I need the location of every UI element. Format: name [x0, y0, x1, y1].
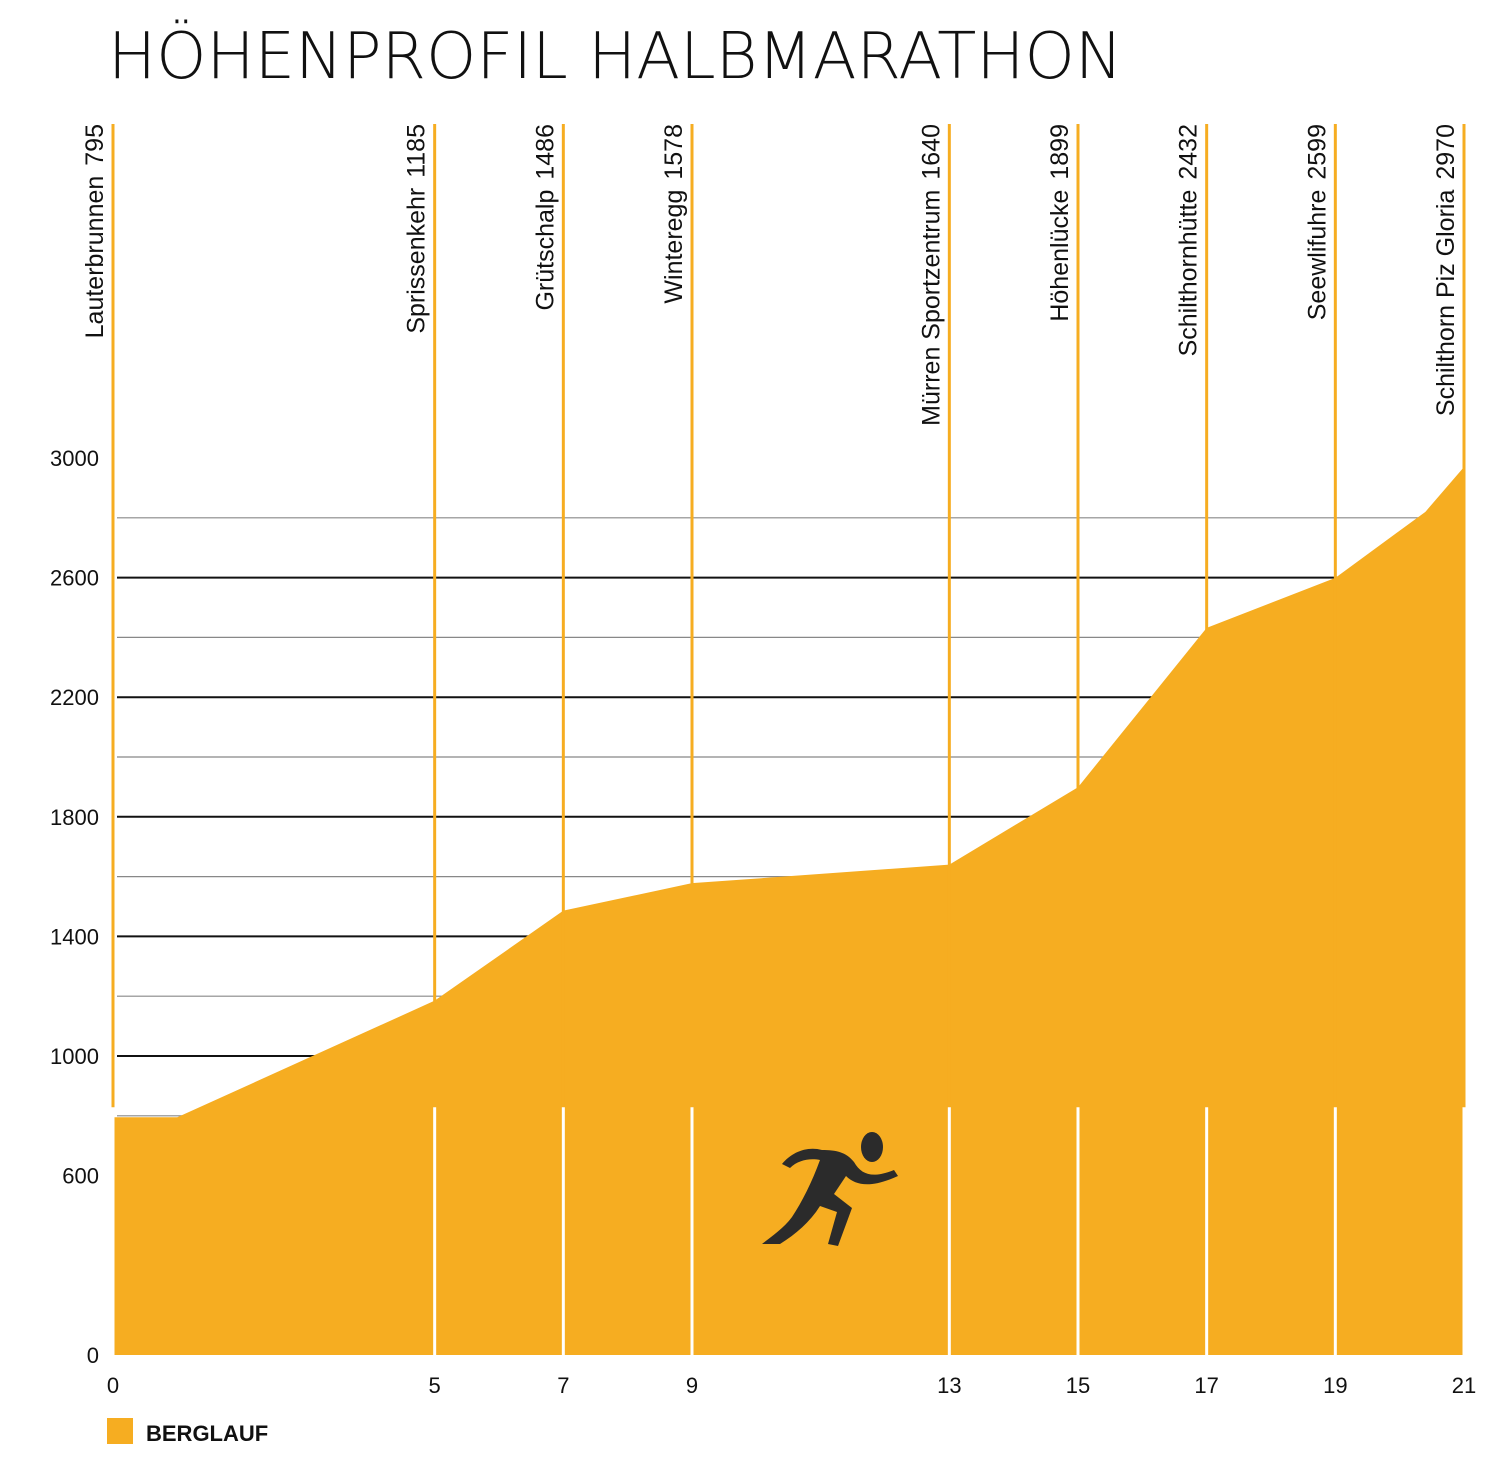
station-name: Höhenlücke	[1046, 190, 1074, 322]
station-label: Seewlifuhre 2599	[1303, 124, 1331, 320]
station-name: Seewlifuhre	[1303, 190, 1331, 321]
y-tick-label: 3000	[50, 446, 99, 471]
station-elevation: 2970	[1432, 124, 1460, 180]
elevation-area-series	[113, 466, 1464, 1356]
y-tick-label: 1000	[50, 1044, 99, 1069]
station-name: Winteregg	[660, 190, 688, 304]
station-name: Grütschalp	[531, 190, 559, 311]
y-tick-label: 1800	[50, 805, 99, 830]
x-tick-label: 19	[1323, 1373, 1347, 1398]
station-name: Sprissenkehr	[403, 188, 431, 334]
station-label: Winteregg 1578	[660, 124, 688, 304]
station-label: Mürren Sportzentrum 1640	[917, 124, 945, 426]
station-elevation: 2599	[1303, 124, 1331, 180]
station-name: Lauterbrunnen	[81, 176, 109, 339]
station-name: Schilthorn Piz Gloria	[1432, 190, 1460, 417]
y-tick-label: 0	[87, 1343, 99, 1368]
x-tick-label: 17	[1194, 1373, 1218, 1398]
y-tick-label: 2200	[50, 685, 99, 710]
station-label: Grütschalp 1486	[531, 124, 559, 311]
station-label: Schilthorn Piz Gloria 2970	[1432, 124, 1460, 416]
chart-title: HÖHENPROFIL HALBMARATHON	[108, 19, 1123, 94]
y-tick-label: 2600	[50, 566, 99, 591]
station-elevation: 1640	[917, 124, 945, 180]
y-tick-label: 600	[62, 1164, 99, 1189]
station-name: Schilthornhütte	[1175, 190, 1203, 357]
station-elevation: 1578	[660, 124, 688, 180]
legend-swatch	[107, 1418, 133, 1444]
station-elevation: 1185	[403, 124, 431, 178]
station-label: Lauterbrunnen 795	[81, 124, 109, 338]
x-tick-label: 5	[429, 1373, 441, 1398]
y-tick-label: 1400	[50, 924, 99, 949]
x-tick-label: 21	[1452, 1373, 1476, 1398]
y-axis-ticks: 0 600 1000 1400 1800 2200 2600 3000	[50, 446, 99, 1368]
x-tick-label: 9	[686, 1373, 698, 1398]
station-label: Sprissenkehr 1185	[403, 124, 431, 334]
station-elevation: 1486	[531, 124, 559, 180]
station-elevation: 795	[81, 124, 109, 166]
x-tick-label: 13	[937, 1373, 961, 1398]
elevation-area	[113, 466, 1464, 1356]
x-axis-ticks: 0 5 7 9 13 15 17 19 21	[107, 1373, 1476, 1398]
x-tick-label: 15	[1066, 1373, 1090, 1398]
station-name: Mürren Sportzentrum	[917, 190, 945, 426]
runner-icon	[762, 1132, 898, 1246]
station-markers: Lauterbrunnen 795 Sprissenkehr 1185 Grütscha…	[81, 124, 1466, 1355]
station-label: Höhenlücke 1899	[1046, 124, 1074, 322]
station-elevation: 2432	[1175, 124, 1203, 180]
x-tick-label: 7	[557, 1373, 569, 1398]
station-elevation: 1899	[1046, 124, 1074, 180]
legend-label: BERGLAUF	[146, 1421, 268, 1446]
station-label: Schilthornhütte 2432	[1175, 124, 1203, 356]
x-tick-label: 0	[107, 1373, 119, 1398]
